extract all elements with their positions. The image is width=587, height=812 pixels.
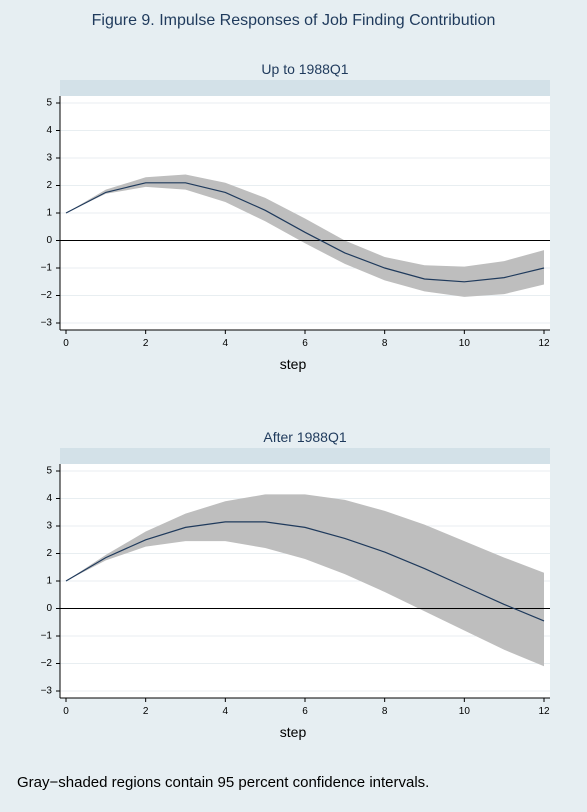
- y-tick-label: −3: [41, 318, 53, 329]
- x-axis-label: step: [280, 356, 307, 372]
- confidence-band: [66, 174, 544, 297]
- x-tick-label: 12: [538, 706, 550, 717]
- x-tick-label: 0: [63, 706, 69, 717]
- y-tick-label: 5: [46, 466, 52, 477]
- y-tick-label: 1: [46, 576, 52, 587]
- y-tick-label: −2: [41, 658, 53, 669]
- panel-title-strip: [60, 80, 550, 96]
- x-tick-label: 10: [459, 706, 471, 717]
- x-tick-label: 10: [459, 338, 471, 349]
- panel-title: After 1988Q1: [263, 429, 346, 445]
- x-tick-label: 4: [223, 338, 229, 349]
- y-tick-label: −3: [41, 686, 53, 697]
- x-tick-label: 12: [538, 338, 550, 349]
- x-tick-label: 6: [302, 706, 308, 717]
- y-tick-label: 3: [46, 521, 52, 532]
- x-tick-label: 6: [302, 338, 308, 349]
- y-tick-label: 4: [46, 493, 52, 504]
- impulse-response-line: [65, 521, 545, 622]
- y-tick-label: 1: [46, 208, 52, 219]
- x-tick-label: 4: [223, 706, 229, 717]
- y-tick-label: 4: [46, 125, 52, 136]
- confidence-band: [66, 494, 544, 667]
- x-tick-label: 8: [382, 338, 388, 349]
- y-tick-label: 3: [46, 153, 52, 164]
- figure-note: Gray−shaded regions contain 95 percent c…: [17, 774, 430, 791]
- panel-title: Up to 1988Q1: [261, 61, 348, 77]
- x-tick-label: 2: [143, 706, 149, 717]
- y-tick-label: 0: [46, 235, 52, 246]
- x-axis-label: step: [280, 724, 307, 740]
- y-tick-label: 2: [46, 180, 52, 191]
- panel-title-strip: [60, 448, 550, 464]
- y-tick-label: −1: [41, 263, 53, 274]
- figure-title: Figure 9. Impulse Responses of Job Findi…: [91, 12, 496, 29]
- y-tick-label: −2: [41, 290, 53, 301]
- x-tick-label: 8: [382, 706, 388, 717]
- impulse-response-line: [65, 182, 545, 283]
- x-tick-label: 2: [143, 338, 149, 349]
- y-tick-label: −1: [41, 631, 53, 642]
- y-tick-label: 0: [46, 603, 52, 614]
- y-tick-label: 5: [46, 98, 52, 109]
- y-tick-label: 2: [46, 548, 52, 559]
- x-tick-label: 0: [63, 338, 69, 349]
